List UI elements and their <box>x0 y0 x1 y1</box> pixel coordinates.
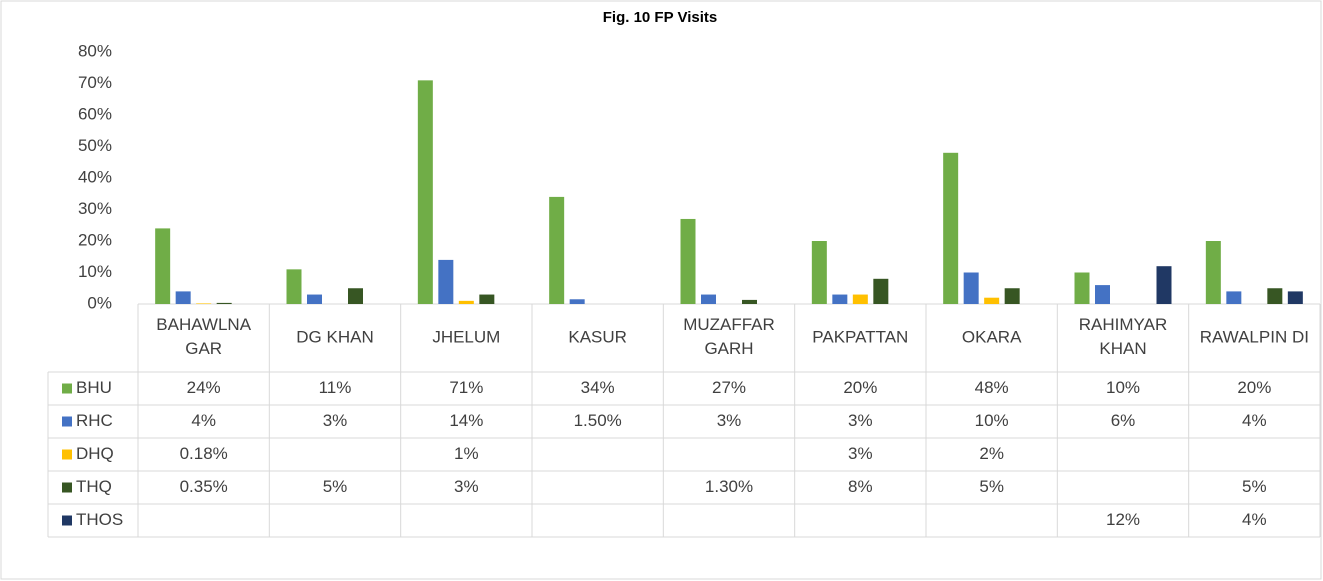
bar <box>458 300 474 304</box>
table-value: 1.50% <box>574 411 622 430</box>
bar <box>984 297 1000 304</box>
bar <box>216 302 232 304</box>
bar <box>417 80 433 304</box>
chart-title: Fig. 10 FP Visits <box>603 9 718 26</box>
bar <box>155 228 171 304</box>
legend-swatch <box>62 449 72 460</box>
bar <box>307 294 322 304</box>
bar <box>832 294 848 304</box>
y-tick-label: 30% <box>78 199 112 218</box>
bar <box>680 218 696 304</box>
bar <box>1074 272 1090 304</box>
table-value: 5% <box>979 477 1004 496</box>
bar <box>1287 291 1303 304</box>
bar <box>943 152 959 304</box>
bar <box>742 299 757 304</box>
legend-swatch <box>62 383 72 394</box>
x-tick-label: DG KHAN <box>296 327 373 346</box>
bar <box>1267 288 1283 304</box>
table-value: 5% <box>1242 477 1267 496</box>
bar <box>1004 288 1020 304</box>
bar <box>1095 285 1110 304</box>
x-tick-label: RAHIMYAR KHAN <box>1079 315 1167 358</box>
y-tick-label: 10% <box>78 262 112 281</box>
table-value: 4% <box>1242 510 1267 529</box>
table-value: 6% <box>1111 411 1136 430</box>
table-value: 34% <box>581 378 615 397</box>
y-tick-label: 70% <box>78 73 112 92</box>
legend-swatch <box>62 515 72 526</box>
bar <box>701 294 716 304</box>
legend-label: THQ <box>76 477 112 496</box>
bar <box>873 278 889 304</box>
bar <box>1205 241 1221 304</box>
table-value: 4% <box>191 411 216 430</box>
table-value: 10% <box>975 411 1009 430</box>
x-tick-label: BAHAWLNA GAR <box>156 315 251 358</box>
bar <box>479 294 495 304</box>
x-tick-label: PAKPATTAN <box>812 327 908 346</box>
table-value: 71% <box>449 378 483 397</box>
bar <box>569 299 585 304</box>
bar <box>438 259 454 304</box>
bar <box>852 294 868 304</box>
bar <box>1226 291 1242 304</box>
table-value: 5% <box>323 477 348 496</box>
y-tick-label: 60% <box>78 104 112 123</box>
table-value: 11% <box>319 378 352 397</box>
x-tick-label: RAWALPIN DI <box>1200 327 1309 346</box>
bar <box>963 272 979 304</box>
bar <box>348 288 363 304</box>
table-value: 20% <box>1237 378 1271 397</box>
table-value: 8% <box>848 477 873 496</box>
table-value: 24% <box>187 378 221 397</box>
table-value: 0.35% <box>180 477 228 496</box>
table-value: 48% <box>975 378 1009 397</box>
bar <box>549 196 565 304</box>
x-tick-label: JHELUM <box>432 327 500 346</box>
legend-label: DHQ <box>76 444 114 463</box>
legend-swatch <box>62 416 72 427</box>
legend-label: BHU <box>76 378 112 397</box>
bar <box>196 303 212 304</box>
table-value: 1% <box>454 444 479 463</box>
table-value: 3% <box>717 411 742 430</box>
bar <box>175 291 191 304</box>
y-tick-label: 50% <box>78 136 112 155</box>
y-tick-label: 40% <box>78 167 112 186</box>
y-tick-label: 80% <box>78 41 112 60</box>
y-tick-label: 0% <box>87 293 112 312</box>
legend-swatch <box>62 482 72 493</box>
table-value: 20% <box>843 378 877 397</box>
table-value: 3% <box>454 477 479 496</box>
legend-label: RHC <box>76 411 113 430</box>
table-value: 14% <box>449 411 483 430</box>
table-value: 27% <box>712 378 746 397</box>
legend-label: THOS <box>76 510 123 529</box>
table-value: 1.30% <box>705 477 753 496</box>
table-value: 4% <box>1242 411 1267 430</box>
table-value: 2% <box>979 444 1004 463</box>
table-value: 0.18% <box>180 444 228 463</box>
table-value: 10% <box>1106 378 1140 397</box>
bar <box>1156 266 1172 304</box>
bar <box>286 269 302 304</box>
table-value: 3% <box>848 444 873 463</box>
bar <box>811 241 827 304</box>
x-tick-label: KASUR <box>568 327 627 346</box>
x-tick-label: MUZAFFAR GARH <box>683 315 775 358</box>
y-tick-label: 20% <box>78 230 112 249</box>
x-tick-label: OKARA <box>962 327 1022 346</box>
table-value: 12% <box>1106 510 1140 529</box>
table-value: 3% <box>323 411 348 430</box>
table-value: 3% <box>848 411 873 430</box>
